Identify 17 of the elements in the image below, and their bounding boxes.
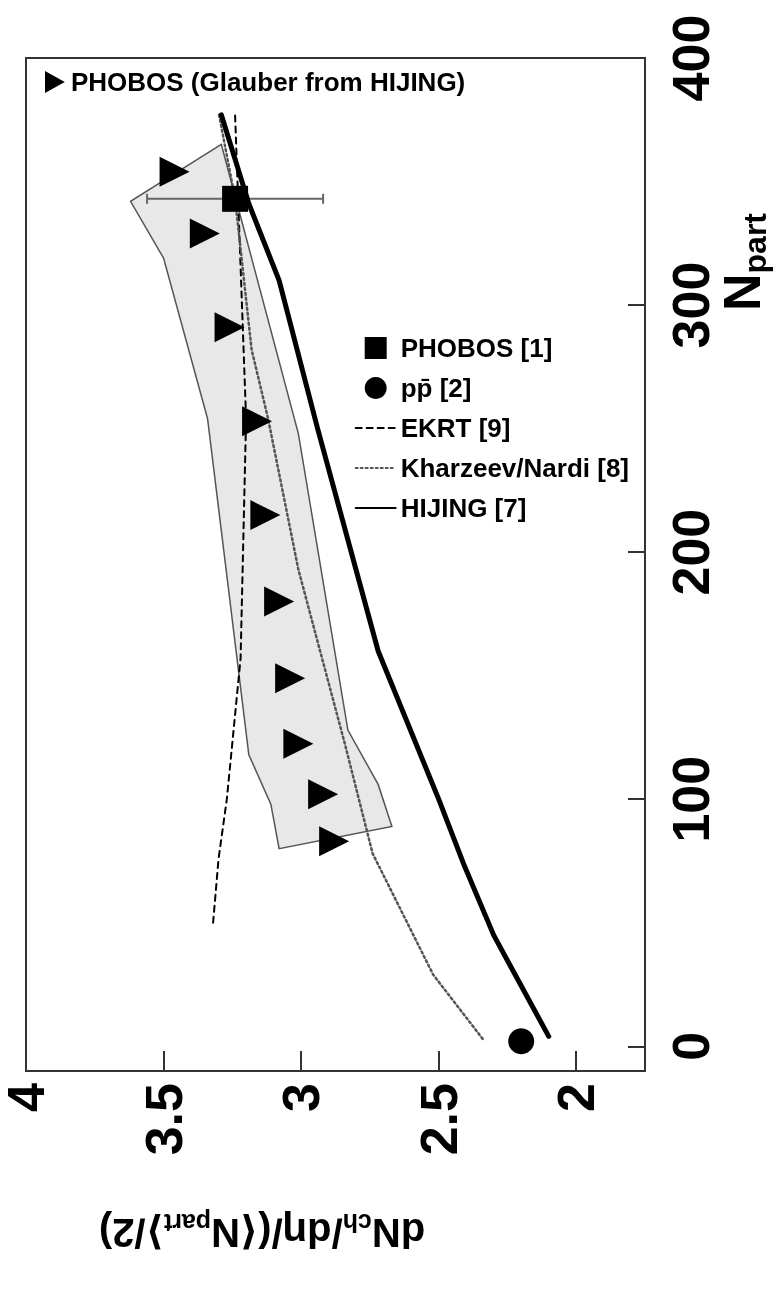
x-tick-label: 2 (547, 1083, 606, 1112)
x-tick-label: 4 (0, 1082, 55, 1112)
y-tick-label: 200 (662, 508, 720, 596)
legend-label: pp̄ [2] (400, 373, 472, 403)
x-tick-label: 3 (272, 1083, 331, 1112)
point (508, 1028, 535, 1055)
x-tick-label: 3.5 (134, 1083, 193, 1156)
legend-label: PHOBOS (Glauber from HIJING) (70, 67, 466, 97)
legend-label: PHOBOS [1] (400, 333, 553, 363)
legend-label: HIJING [7] (400, 493, 527, 523)
y-tick-label: 400 (662, 14, 720, 102)
x-tick-label: 2.5 (409, 1083, 468, 1156)
x-axis-title: dNch/dη/(⟨Npart⟩/2) (98, 1209, 426, 1255)
legend-label: EKRT [9] (400, 413, 511, 443)
legend-label: Kharzeev/Nardi [8] (400, 453, 630, 483)
y-tick-label: 0 (662, 1031, 720, 1061)
y-tick-label: 100 (662, 755, 720, 843)
